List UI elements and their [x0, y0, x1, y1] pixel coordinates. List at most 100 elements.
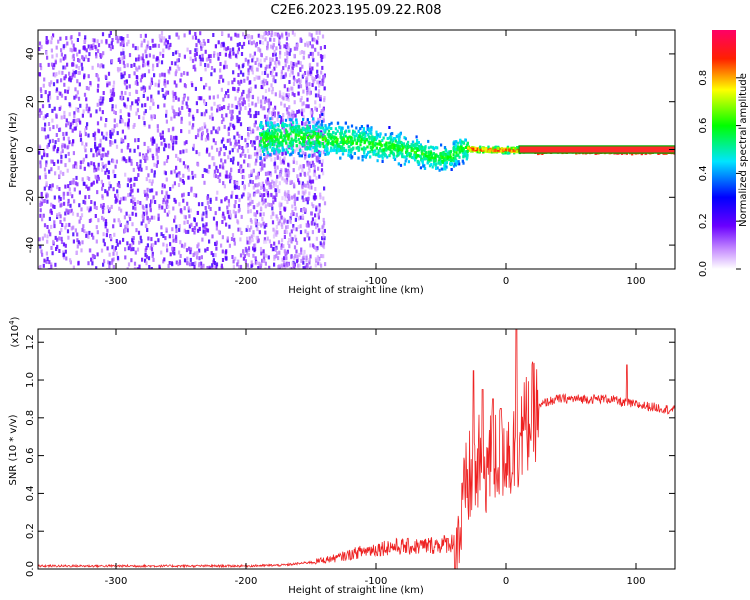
heatmap-cell	[279, 206, 282, 211]
heatmap-cell	[297, 263, 300, 268]
heatmap-cell	[302, 260, 305, 265]
heatmap-cell	[263, 100, 266, 105]
heatmap-cell	[248, 236, 251, 241]
heatmap-cell	[228, 150, 231, 155]
heatmap-cell	[194, 67, 197, 72]
heatmap-cell	[282, 92, 285, 97]
heatmap-cell	[286, 87, 289, 92]
heatmap-cell	[372, 149, 375, 153]
heatmap-cell	[227, 132, 230, 137]
heatmap-cell	[287, 115, 290, 120]
heatmap-cell	[246, 94, 249, 98]
heatmap-cell	[65, 223, 68, 227]
heatmap-cell	[153, 114, 156, 119]
heatmap-cell	[241, 152, 244, 156]
heatmap-cell	[85, 142, 88, 147]
heatmap-cell	[446, 157, 449, 161]
heatmap-cell	[300, 258, 303, 263]
heatmap-cell	[222, 117, 225, 122]
heatmap-cell	[255, 223, 258, 228]
heatmap-cell	[74, 87, 77, 92]
heatmap-cell	[279, 160, 282, 165]
heatmap-cell	[285, 47, 288, 52]
heatmap-cell	[79, 103, 82, 108]
heatmap-cell	[283, 262, 286, 267]
heatmap-cell	[84, 148, 87, 153]
heatmap-cell	[162, 93, 165, 98]
heatmap-cell	[224, 197, 227, 202]
heatmap-cell	[120, 90, 123, 95]
heatmap-cell	[320, 58, 323, 63]
heatmap-cell	[221, 220, 224, 224]
heatmap-cell	[209, 207, 212, 211]
heatmap-cell	[286, 224, 289, 229]
heatmap-cell	[255, 75, 258, 80]
heatmap-cell	[187, 208, 190, 213]
heatmap-cell	[367, 151, 370, 155]
heatmap-cell	[285, 93, 288, 98]
heatmap-cell	[84, 128, 87, 133]
heatmap-cell	[311, 83, 314, 87]
heatmap-cell	[101, 153, 104, 158]
heatmap-cell	[128, 74, 131, 79]
heatmap-cell	[225, 256, 228, 261]
heatmap-cell	[307, 223, 310, 228]
heatmap-cell	[77, 66, 81, 70]
heatmap-cell	[64, 89, 67, 94]
heatmap-cell	[321, 159, 324, 164]
heatmap-cell	[319, 126, 323, 130]
heatmap-cell	[245, 33, 248, 38]
heatmap-cell	[299, 164, 302, 169]
heatmap-cell	[290, 180, 294, 185]
heatmap-cell	[260, 80, 263, 85]
heatmap-cell	[87, 44, 90, 49]
heatmap-cell	[317, 125, 320, 129]
heatmap-cell	[276, 216, 279, 221]
heatmap-cell	[135, 66, 138, 71]
heatmap-cell	[238, 102, 242, 107]
heatmap-cell	[261, 149, 265, 153]
heatmap-cell	[192, 253, 195, 257]
heatmap-cell	[299, 84, 303, 89]
heatmap-cell	[80, 207, 83, 212]
heatmap-cell	[280, 245, 283, 250]
heatmap-cell	[127, 121, 130, 126]
heatmap-cell	[288, 118, 291, 122]
heatmap-cell	[283, 256, 286, 261]
heatmap-cell	[395, 134, 398, 138]
heatmap-cell	[151, 251, 154, 256]
heatmap-cell	[201, 202, 204, 207]
heatmap-cell	[195, 52, 198, 56]
heatmap-cell	[389, 132, 392, 136]
heatmap-cell	[61, 70, 64, 75]
heatmap-cell	[178, 66, 181, 71]
heatmap-cell	[128, 92, 131, 96]
heatmap-cell	[207, 205, 211, 210]
heatmap-cell	[105, 131, 108, 136]
heatmap-cell	[238, 81, 241, 86]
heatmap-cell	[218, 206, 221, 211]
heatmap-cell	[136, 188, 140, 193]
heatmap-cell	[165, 44, 168, 49]
heatmap-cell	[272, 212, 275, 217]
heatmap-cell	[234, 53, 238, 58]
heatmap-cell	[220, 139, 223, 144]
heatmap-cell	[313, 77, 316, 82]
heatmap-cell	[194, 86, 197, 91]
heatmap-cell	[151, 199, 154, 204]
heatmap-cell	[177, 35, 180, 40]
heatmap-cell	[278, 250, 281, 255]
heatmap-cell	[282, 113, 285, 117]
heatmap-cell	[74, 70, 78, 75]
heatmap-cell	[75, 94, 78, 99]
heatmap-cell	[155, 147, 158, 152]
heatmap-cell	[207, 54, 211, 59]
heatmap-cell	[266, 177, 269, 182]
heatmap-cell	[342, 141, 345, 145]
heatmap-cell	[83, 92, 87, 97]
heatmap-cell	[45, 163, 48, 168]
heatmap-cell	[109, 89, 112, 94]
heatmap-cell	[61, 149, 64, 154]
heatmap-cell	[194, 57, 197, 62]
heatmap-cell	[281, 119, 284, 124]
